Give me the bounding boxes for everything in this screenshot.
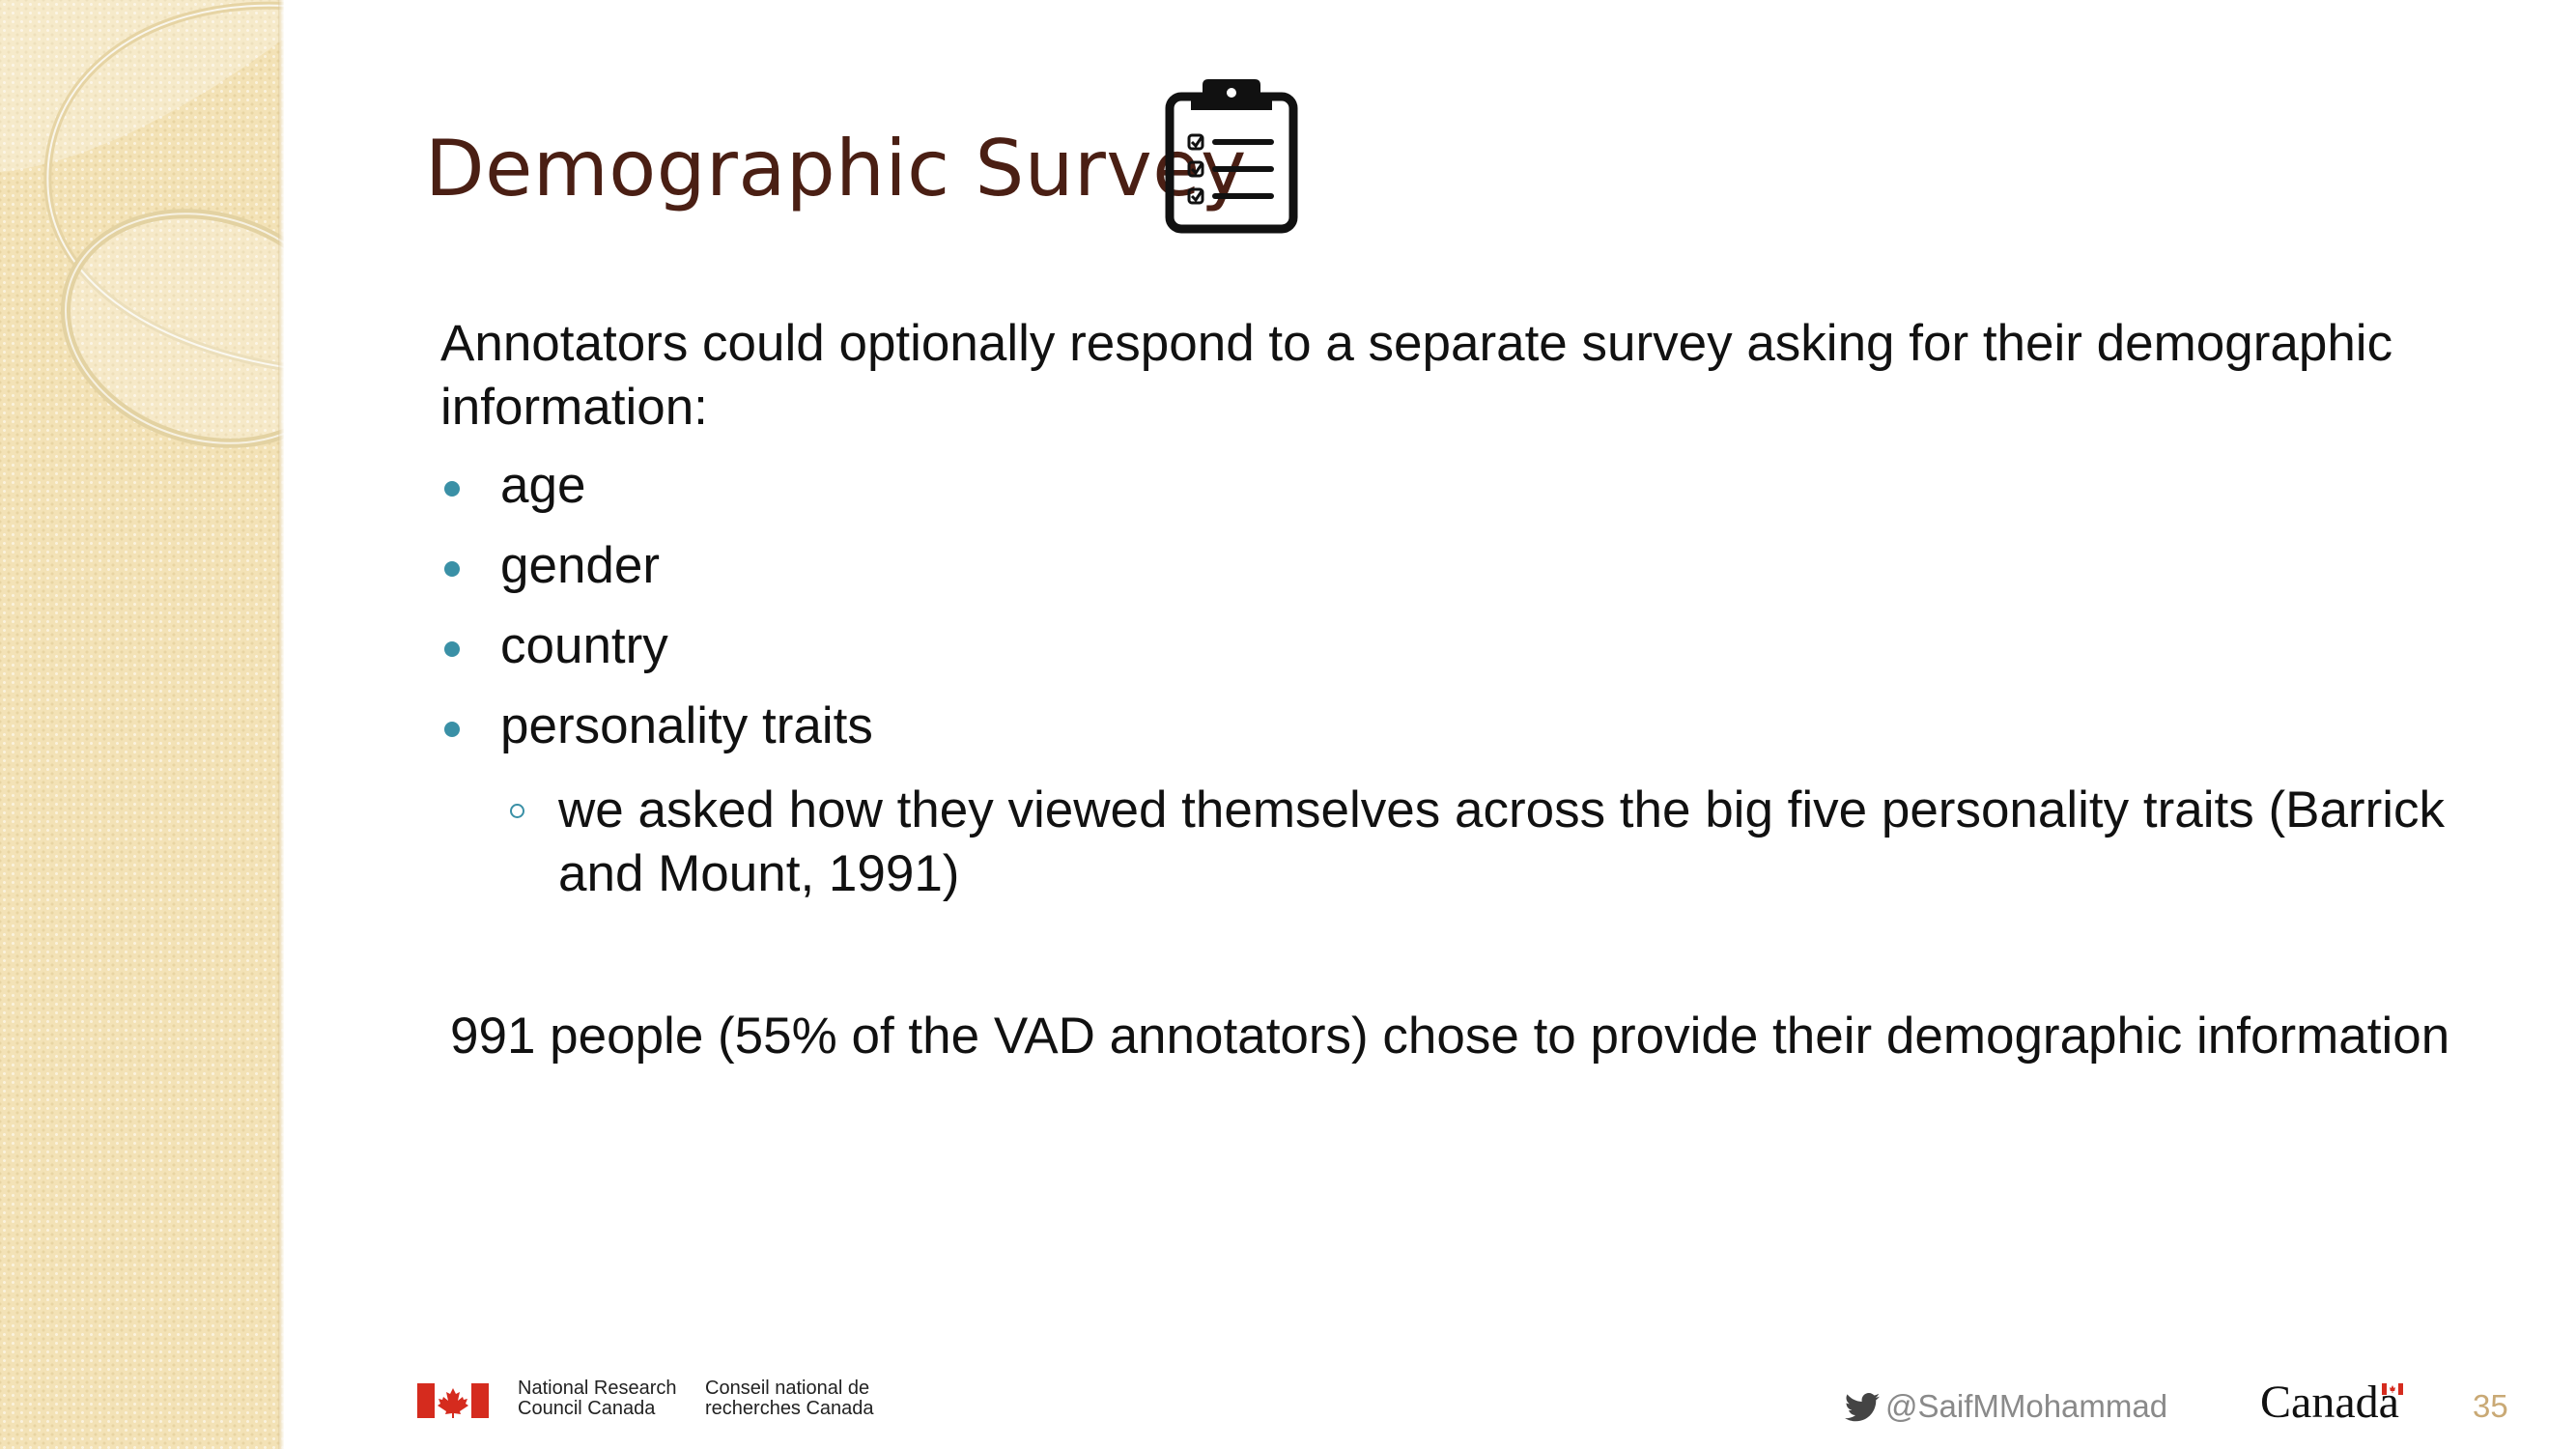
canada-wordmark: Canada — [2260, 1376, 2403, 1430]
canada-flag-icon — [417, 1383, 489, 1418]
clipboard-checklist-icon — [1165, 79, 1298, 234]
list-item: gender — [440, 534, 873, 614]
bullet-label: gender — [500, 537, 661, 594]
bullet-dot-icon — [444, 722, 460, 737]
nrc-en-line2: Council Canada — [518, 1398, 656, 1419]
canada-mini-flag-icon — [2381, 1383, 2403, 1395]
sub-bullet-ring-icon — [510, 804, 524, 818]
decorative-side-band — [0, 0, 284, 1449]
canada-wordmark-label: Canada — [2260, 1377, 2399, 1428]
bullet-label: personality traits — [500, 697, 873, 754]
sub-bullet-label: we asked how they viewed themselves acro… — [558, 781, 2446, 902]
nrc-name-english: National Research Council Canada — [518, 1378, 677, 1419]
list-item: personality traits — [440, 695, 873, 775]
nrc-fr-line2: recherches Canada — [705, 1398, 874, 1419]
nrc-en-line1: National Research — [518, 1378, 677, 1399]
twitter-bird-icon — [1845, 1393, 1880, 1422]
twitter-handle-label: @SaifMMohammad — [1885, 1388, 2168, 1424]
slide-number: 35 — [2473, 1388, 2508, 1424]
bullet-label: age — [500, 457, 586, 514]
intro-paragraph: Annotators could optionally respond to a… — [440, 315, 2393, 436]
list-item: country — [440, 614, 873, 695]
bullet-dot-icon — [444, 641, 460, 657]
bullet-list: age gender country personality traits — [440, 454, 873, 775]
bullet-label: country — [500, 617, 668, 674]
bullet-dot-icon — [444, 481, 460, 497]
nrc-name-french: Conseil national de recherches Canada — [705, 1378, 874, 1419]
list-item: age — [440, 454, 873, 534]
slide-title: Demographic Survey — [425, 124, 1247, 213]
bullet-dot-icon — [444, 561, 460, 577]
decorative-rings — [0, 0, 284, 448]
nrc-fr-line1: Conseil national de — [705, 1378, 870, 1399]
sub-bullet: we asked how they viewed themselves acro… — [510, 779, 2490, 906]
summary-paragraph: 991 people (55% of the VAD annotators) c… — [450, 1008, 2450, 1065]
